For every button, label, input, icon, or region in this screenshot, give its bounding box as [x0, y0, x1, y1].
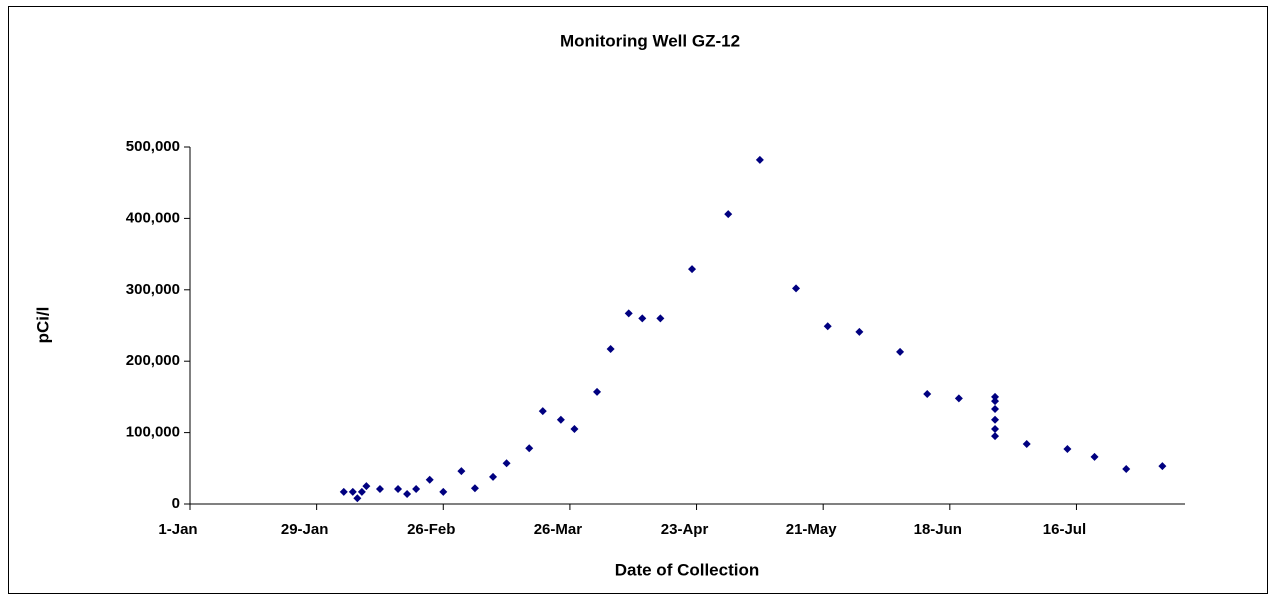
- point: [792, 284, 801, 293]
- y-tick-label: 500,000: [126, 138, 180, 155]
- point: [991, 415, 1000, 424]
- point: [688, 265, 697, 274]
- point: [1090, 452, 1099, 461]
- point: [606, 345, 615, 354]
- point: [348, 487, 357, 496]
- y-tick-label: 200,000: [126, 352, 180, 369]
- point: [593, 387, 602, 396]
- point: [823, 322, 832, 331]
- point: [525, 444, 534, 453]
- point: [1122, 465, 1131, 474]
- x-tick-label: 16-Jul: [1043, 521, 1086, 538]
- point: [538, 407, 547, 416]
- x-tick-label: 23-Apr: [661, 521, 709, 538]
- point: [570, 425, 579, 434]
- point: [991, 405, 1000, 414]
- x-tick-label: 21-May: [786, 521, 838, 538]
- point: [394, 485, 403, 494]
- chart-border: [8, 6, 1268, 594]
- point: [439, 487, 448, 496]
- x-axis-title: Date of Collection: [615, 560, 760, 579]
- y-tick-label: 400,000: [126, 209, 180, 226]
- point: [375, 485, 384, 494]
- point: [412, 485, 421, 494]
- point: [1063, 445, 1072, 454]
- point: [855, 327, 864, 336]
- x-tick-label: 26-Feb: [407, 521, 455, 538]
- point: [896, 347, 905, 356]
- y-axis-title: pCi/l: [33, 307, 52, 344]
- point: [724, 210, 733, 219]
- point: [1022, 440, 1031, 449]
- y-tick-label: 0: [172, 495, 180, 512]
- x-tick-label: 26-Mar: [534, 521, 583, 538]
- point: [991, 425, 1000, 434]
- y-tick-label: 100,000: [126, 424, 180, 441]
- point: [339, 487, 348, 496]
- point: [1158, 462, 1167, 471]
- point: [489, 472, 498, 481]
- point: [991, 397, 1000, 406]
- point: [638, 314, 647, 323]
- x-tick-label: 18-Jun: [914, 521, 962, 538]
- point: [457, 467, 466, 476]
- point: [624, 309, 633, 318]
- point: [923, 390, 932, 399]
- point: [656, 314, 665, 323]
- x-tick-label: 29-Jan: [281, 521, 329, 538]
- x-tick-label: 1-Jan: [158, 521, 197, 538]
- point: [357, 487, 366, 496]
- point: [362, 482, 371, 491]
- point: [755, 155, 764, 164]
- point: [403, 490, 412, 499]
- y-tick-label: 300,000: [126, 281, 180, 298]
- point: [425, 475, 434, 484]
- point: [556, 415, 565, 424]
- point: [353, 494, 362, 503]
- point: [954, 394, 963, 403]
- point: [991, 392, 1000, 401]
- point: [502, 459, 511, 468]
- point: [470, 484, 479, 493]
- point: [991, 432, 1000, 441]
- chart-title: Monitoring Well GZ-12: [560, 31, 740, 50]
